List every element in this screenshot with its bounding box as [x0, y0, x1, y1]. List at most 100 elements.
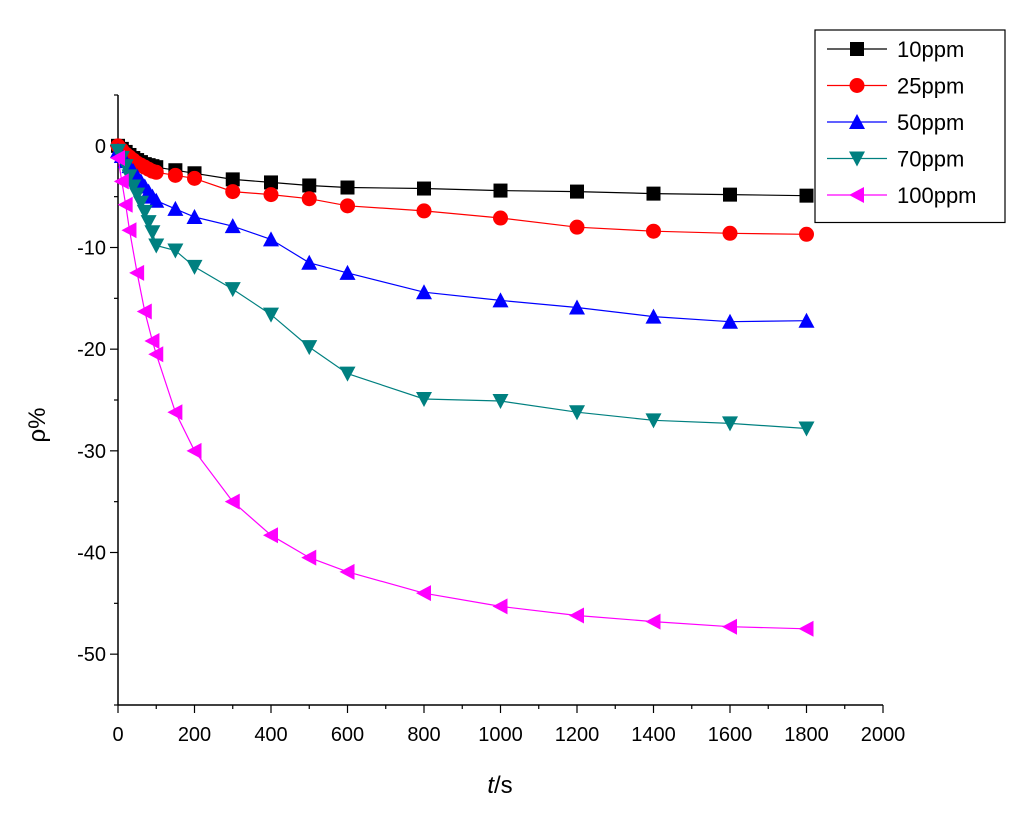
data-point-100ppm	[148, 346, 164, 363]
data-point-100ppm	[113, 173, 129, 190]
series-70ppm	[110, 143, 815, 437]
data-point-10ppm	[264, 175, 278, 190]
x-tick-label: 1600	[708, 724, 753, 746]
data-point-70ppm	[722, 416, 738, 432]
x-axis-title-italic: t	[487, 772, 495, 799]
legend-item-70ppm: 70ppm	[827, 147, 964, 172]
data-point-25ppm	[148, 164, 164, 180]
data-point-50ppm	[492, 292, 509, 308]
x-tick-label: 600	[331, 724, 364, 746]
data-point-100ppm	[339, 563, 355, 580]
data-point-100ppm	[645, 613, 661, 630]
x-tick-label: 1000	[478, 724, 523, 746]
legend-item-50ppm: 50ppm	[827, 110, 964, 135]
series-25ppm	[110, 138, 814, 242]
legend-item-100ppm: 100ppm	[827, 183, 977, 208]
legend-box	[814, 29, 1006, 224]
data-point-25ppm	[646, 223, 661, 239]
y-tick-label: -30	[77, 441, 106, 463]
data-point-10ppm	[417, 181, 431, 196]
x-tick-label: 800	[407, 724, 440, 746]
axes: 0 200 400 600 800 1000 1200 1400 1600 1800 2000 0 -1…	[77, 94, 906, 746]
legend-marker	[849, 151, 865, 167]
data-point-50ppm	[645, 308, 662, 324]
y-tick-label: -40	[77, 543, 106, 565]
x-tick-label: 2000	[861, 724, 906, 746]
data-point-25ppm	[799, 226, 814, 242]
series-100ppm	[110, 150, 814, 637]
data-point-50ppm	[416, 284, 432, 300]
data-point-10ppm	[570, 184, 584, 199]
data-point-50ppm	[167, 200, 184, 216]
data-point-25ppm	[225, 184, 241, 200]
x-tick-label: 1400	[631, 724, 676, 746]
data-point-25ppm	[569, 219, 585, 235]
legend-label: 50ppm	[897, 110, 964, 135]
series-layer	[110, 138, 815, 637]
data-point-100ppm	[110, 150, 125, 167]
legend-label: 70ppm	[897, 147, 964, 172]
data-point-100ppm	[144, 333, 160, 350]
data-point-100ppm	[136, 303, 152, 320]
legend-item-25ppm: 25ppm	[827, 74, 964, 99]
legend: 10ppm 25ppm 50ppm 70ppm 100ppm	[814, 29, 1006, 224]
y-tick-label: -10	[77, 238, 106, 260]
data-point-25ppm	[722, 225, 738, 241]
data-point-10ppm	[302, 178, 317, 193]
data-point-25ppm	[263, 187, 279, 203]
data-point-70ppm	[140, 215, 157, 231]
y-tick-label: -50	[77, 644, 106, 666]
data-point-70ppm	[569, 405, 585, 421]
data-point-10ppm	[493, 183, 508, 198]
data-point-70ppm	[224, 282, 241, 298]
x-axis-title-unit: /s	[494, 772, 513, 799]
data-point-10ppm	[723, 187, 737, 202]
data-point-70ppm	[148, 238, 165, 254]
data-point-10ppm	[340, 180, 355, 195]
data-point-100ppm	[722, 618, 737, 635]
data-point-70ppm	[121, 169, 138, 185]
y-axis-title: ρ%	[24, 408, 51, 443]
data-point-100ppm	[798, 620, 814, 637]
data-point-70ppm	[339, 366, 356, 382]
data-point-50ppm	[301, 254, 318, 270]
data-point-100ppm	[129, 264, 145, 281]
data-point-70ppm	[125, 179, 142, 195]
x-tick-label: 1200	[555, 724, 600, 746]
data-point-70ppm	[798, 421, 815, 437]
data-point-70ppm	[129, 187, 146, 203]
series-line-50ppm	[117, 150, 807, 323]
x-tick-label: 1800	[784, 724, 829, 746]
data-point-25ppm	[493, 210, 508, 226]
legend-item-10ppm: 10ppm	[827, 37, 964, 62]
series-line-100ppm	[117, 157, 807, 630]
data-point-70ppm	[167, 243, 184, 259]
y-tick-label: -20	[77, 339, 106, 361]
data-point-70ppm	[132, 195, 149, 211]
data-point-25ppm	[167, 167, 183, 183]
data-point-100ppm	[263, 527, 278, 544]
data-point-50ppm	[569, 299, 585, 315]
data-point-50ppm	[339, 264, 356, 280]
data-point-50ppm	[224, 218, 241, 234]
legend-marker	[850, 42, 864, 56]
data-point-70ppm	[301, 340, 318, 356]
legend-marker	[849, 114, 865, 129]
x-axis-title: t/s	[487, 772, 512, 799]
data-point-100ppm	[167, 404, 183, 421]
y-tick-label: 0	[95, 136, 106, 158]
x-tick-label: 200	[178, 724, 211, 746]
data-point-10ppm	[225, 172, 240, 187]
data-point-70ppm	[416, 391, 432, 407]
data-point-50ppm	[263, 231, 279, 247]
data-point-100ppm	[121, 222, 137, 239]
data-point-100ppm	[224, 493, 240, 510]
data-point-70ppm	[144, 225, 161, 241]
data-point-25ppm	[416, 203, 432, 219]
x-tick-label: 400	[254, 724, 287, 746]
legend-marker	[849, 78, 865, 93]
legend-marker	[849, 187, 864, 203]
data-point-100ppm	[301, 549, 317, 566]
x-tick-label: 0	[112, 724, 123, 746]
